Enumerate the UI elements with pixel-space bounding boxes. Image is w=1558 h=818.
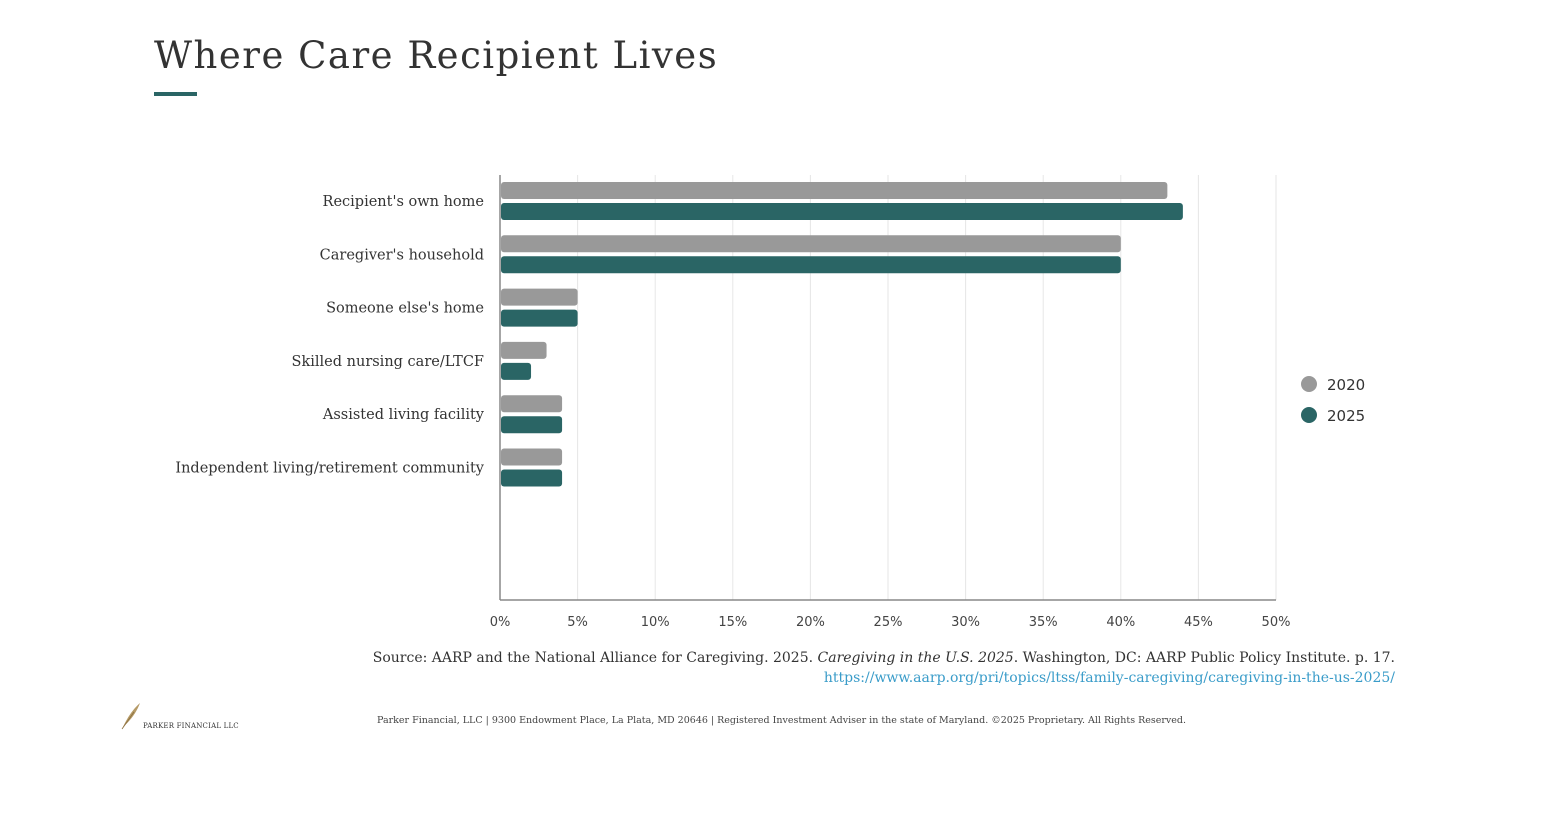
bar-2020 bbox=[501, 341, 547, 359]
bar-2025 bbox=[501, 416, 563, 434]
x-tick-label: 10% bbox=[641, 615, 670, 630]
x-tick-label: 35% bbox=[1029, 615, 1058, 630]
category-label: Assisted living facility bbox=[322, 407, 485, 423]
bar-2020 bbox=[501, 395, 563, 413]
title-underline bbox=[154, 92, 197, 96]
x-tick-label: 50% bbox=[1262, 615, 1291, 630]
footer-disclaimer: Parker Financial, LLC | 9300 Endowment P… bbox=[377, 715, 1186, 726]
x-tick-label: 20% bbox=[796, 615, 825, 630]
legend-marker-2020 bbox=[1301, 376, 1317, 392]
bar-2020 bbox=[501, 288, 578, 306]
x-tick-label: 0% bbox=[490, 615, 511, 630]
x-tick-label: 40% bbox=[1106, 615, 1135, 630]
category-label: Independent living/retirement community bbox=[175, 461, 484, 477]
chart-title: Where Care Recipient Lives bbox=[154, 34, 719, 77]
bar-2025 bbox=[501, 203, 1183, 220]
category-label: Someone else's home bbox=[326, 301, 484, 317]
bar-2020 bbox=[501, 235, 1121, 253]
bar-2020 bbox=[501, 448, 563, 466]
category-label: Caregiver's household bbox=[320, 247, 484, 263]
bar-2020 bbox=[501, 182, 1168, 199]
bar-2025 bbox=[501, 256, 1121, 274]
x-tick-label: 45% bbox=[1184, 615, 1213, 630]
bar-2025 bbox=[501, 469, 563, 487]
bar-2025 bbox=[501, 362, 532, 380]
x-tick-label: 25% bbox=[874, 615, 903, 630]
category-label: Skilled nursing care/LTCF bbox=[292, 354, 484, 370]
legend-label: 2020 bbox=[1327, 376, 1365, 394]
x-tick-label: 5% bbox=[567, 615, 588, 630]
source-suffix: . Washington, DC: AARP Public Policy Ins… bbox=[1013, 650, 1395, 666]
x-tick-label: 30% bbox=[951, 615, 980, 630]
source-link[interactable]: https://www.aarp.org/pri/topics/ltss/fam… bbox=[823, 670, 1395, 686]
bar-2025 bbox=[501, 309, 578, 327]
legend-label: 2025 bbox=[1327, 407, 1365, 425]
company-logo: PARKER FINANCIAL LLC bbox=[120, 702, 239, 730]
quill-icon bbox=[121, 703, 140, 730]
legend-marker-2025 bbox=[1301, 407, 1317, 423]
category-label: Recipient's own home bbox=[323, 194, 484, 210]
source-title: Caregiving in the U.S. 2025 bbox=[817, 650, 1014, 666]
source-prefix: Source: AARP and the National Alliance f… bbox=[372, 650, 814, 666]
logo-text: PARKER FINANCIAL LLC bbox=[143, 722, 239, 730]
source-citation: Source: AARP and the National Alliance f… bbox=[373, 650, 1395, 666]
x-tick-label: 15% bbox=[718, 615, 747, 630]
